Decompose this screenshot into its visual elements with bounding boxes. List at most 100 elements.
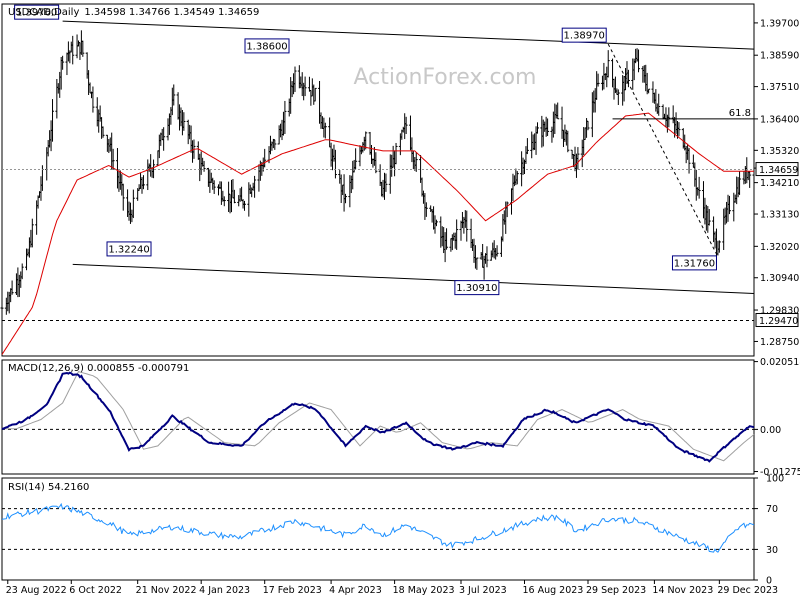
- ohlc-bar: [344, 193, 348, 204]
- ohlc-bar: [323, 122, 327, 139]
- date-tick-label: 16 Aug 2023: [523, 585, 584, 596]
- date-tick-label: 14 Nov 2023: [652, 585, 713, 596]
- ohlc-bar: [505, 201, 509, 218]
- x-axis-labels: 23 Aug 2022 6 Oct 2022 21 Nov 2022 4 Jan 20…: [6, 580, 778, 596]
- ohlc-bar: [273, 139, 277, 150]
- ohlc-bar: [162, 127, 166, 151]
- ohlc-bar: [30, 218, 34, 248]
- annotation-box: [244, 38, 290, 54]
- ohlc-bar: [404, 116, 408, 135]
- ohlc-bar: [434, 219, 438, 227]
- annotation-box: [671, 255, 717, 271]
- ohlc-bar: [535, 122, 539, 134]
- rsi-tick-label: 100: [766, 474, 784, 485]
- annotation-1-30910: 1.30910: [454, 280, 500, 296]
- support-price-tag-box: [755, 313, 799, 328]
- price-panel: 61.8 1.39760 1.32240 1.38600 1.30910 1.38970 1…: [0, 4, 756, 355]
- ohlc-bar: [172, 84, 176, 106]
- price-frame: [1, 3, 755, 357]
- current-price-tag-box: [755, 162, 799, 177]
- ohlc-bar: [71, 35, 75, 65]
- price-tick-label: 1.35320: [760, 146, 799, 157]
- annotation-label: 1.30910: [456, 283, 497, 294]
- ohlc-bar: [475, 257, 479, 270]
- ohlc-bar: [455, 219, 459, 250]
- ohlc-bar: [313, 87, 317, 102]
- ohlc-bar: [212, 180, 216, 194]
- panel-frames: [1, 3, 755, 581]
- ohlc-bar: [121, 183, 125, 211]
- ohlc-bar: [152, 159, 156, 179]
- ohlc-bar: [10, 280, 14, 295]
- ohlc-bar: [697, 176, 701, 199]
- rsi-line: [1, 502, 755, 553]
- annotation-box: [14, 4, 60, 20]
- ohlc-bar: [515, 171, 519, 185]
- annotation-1-39760: 1.39760: [14, 4, 60, 20]
- annotation-label: 1.38970: [564, 31, 605, 42]
- macd-line: [1, 371, 755, 463]
- date-tick-label: 4 Apr 2023: [329, 585, 382, 596]
- ohlc-bar: [752, 163, 756, 178]
- price-tick-label: 1.39700: [760, 18, 799, 29]
- support-price-tag: 1.29470: [755, 313, 799, 328]
- ohlc-bar: [333, 149, 337, 179]
- watermark: ActionForex.com: [354, 65, 537, 90]
- ohlc-bar: [232, 189, 236, 204]
- ohlc-bar: [647, 88, 651, 94]
- rsi-tick-label: 30: [766, 545, 778, 556]
- price-tick-label: 1.30940: [760, 273, 799, 284]
- ohlc-bar: [111, 148, 115, 170]
- ohlc-values: 1.34598 1.34766 1.34549 1.34659: [84, 7, 259, 18]
- annotation-box: [561, 27, 607, 43]
- ohlc-bar: [0, 300, 4, 310]
- ohlc-bar: [424, 202, 428, 217]
- ohlc-bar: [182, 112, 186, 131]
- price-tags: 1.34659 1.29470: [755, 162, 799, 328]
- current-price-tag: 1.34659: [755, 162, 799, 177]
- channel-top-line: [62, 20, 755, 50]
- ohlc-bar: [242, 200, 246, 211]
- ohlc-bar: [253, 175, 257, 198]
- ohlc-bar: [51, 99, 55, 142]
- date-tick-label: 17 Feb 2023: [263, 585, 322, 596]
- price-tick-label: 1.37510: [760, 82, 799, 93]
- ohlc-bar: [81, 40, 85, 57]
- macd-tick-label: -0.012755: [760, 467, 800, 478]
- date-tick-label: 29 Dec 2023: [717, 585, 778, 596]
- rsi-tick-label: 0: [766, 576, 772, 587]
- ohlc-bar: [384, 173, 388, 192]
- ohlc-bar: [748, 171, 752, 188]
- annotation-box: [106, 241, 152, 257]
- ohlc-bar: [707, 209, 711, 226]
- ohlc-bar: [131, 189, 135, 219]
- ohlc-bar: [717, 240, 721, 253]
- ohlc-bar: [596, 73, 600, 87]
- macd-panel: [1, 371, 755, 463]
- ohlc-bar: [141, 175, 145, 190]
- annotation-label: 1.32240: [108, 244, 149, 255]
- ohlc-bar: [293, 66, 297, 92]
- macd-signal-line: [2, 371, 755, 462]
- ohlc-bar: [445, 228, 449, 250]
- rsi-panel: [1, 502, 755, 553]
- annotation-1-38970: 1.38970: [561, 27, 607, 43]
- ohlc-bar: [637, 49, 641, 73]
- annotation-1-31760: 1.31760: [671, 255, 717, 271]
- price-panel-title: USDCAD,Daily 1.34598 1.34766 1.34549 1.34…: [8, 7, 259, 18]
- moving-average-line: [1, 112, 754, 355]
- date-tick-label: 4 Jan 2023: [199, 585, 250, 596]
- ohlc-bar: [222, 196, 226, 207]
- ohlc-bar: [20, 263, 24, 280]
- ohlc-bar: [354, 148, 358, 170]
- price-tick-label: 1.38590: [760, 51, 799, 62]
- ohlc-bar: [546, 118, 550, 136]
- ohlc-bar: [283, 100, 287, 134]
- support-price-tag-label: 1.29470: [759, 316, 798, 327]
- ohlc-bar: [465, 210, 469, 242]
- macd-tick-label: 0.00: [760, 425, 781, 436]
- ohlc-bar: [364, 131, 368, 150]
- date-tick-label: 21 Nov 2022: [136, 585, 197, 596]
- annotation-box: [454, 280, 500, 296]
